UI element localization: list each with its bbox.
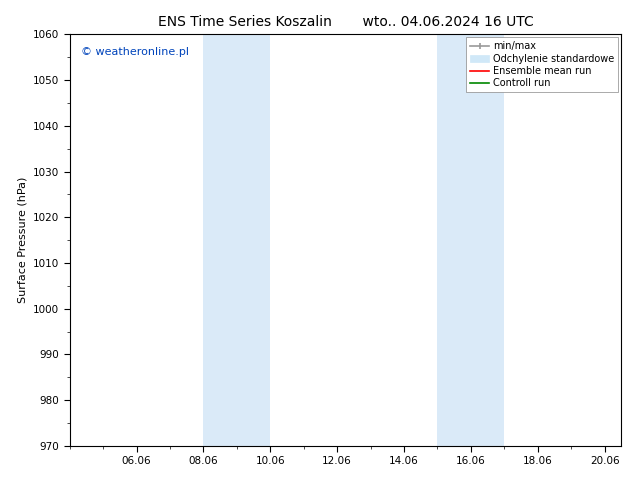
- Y-axis label: Surface Pressure (hPa): Surface Pressure (hPa): [18, 177, 27, 303]
- Text: © weatheronline.pl: © weatheronline.pl: [81, 47, 189, 57]
- Title: ENS Time Series Koszalin       wto.. 04.06.2024 16 UTC: ENS Time Series Koszalin wto.. 04.06.202…: [158, 15, 533, 29]
- Bar: [204, 34, 270, 446]
- Bar: [437, 34, 504, 446]
- Legend: min/max, Odchylenie standardowe, Ensemble mean run, Controll run: min/max, Odchylenie standardowe, Ensembl…: [466, 37, 618, 92]
